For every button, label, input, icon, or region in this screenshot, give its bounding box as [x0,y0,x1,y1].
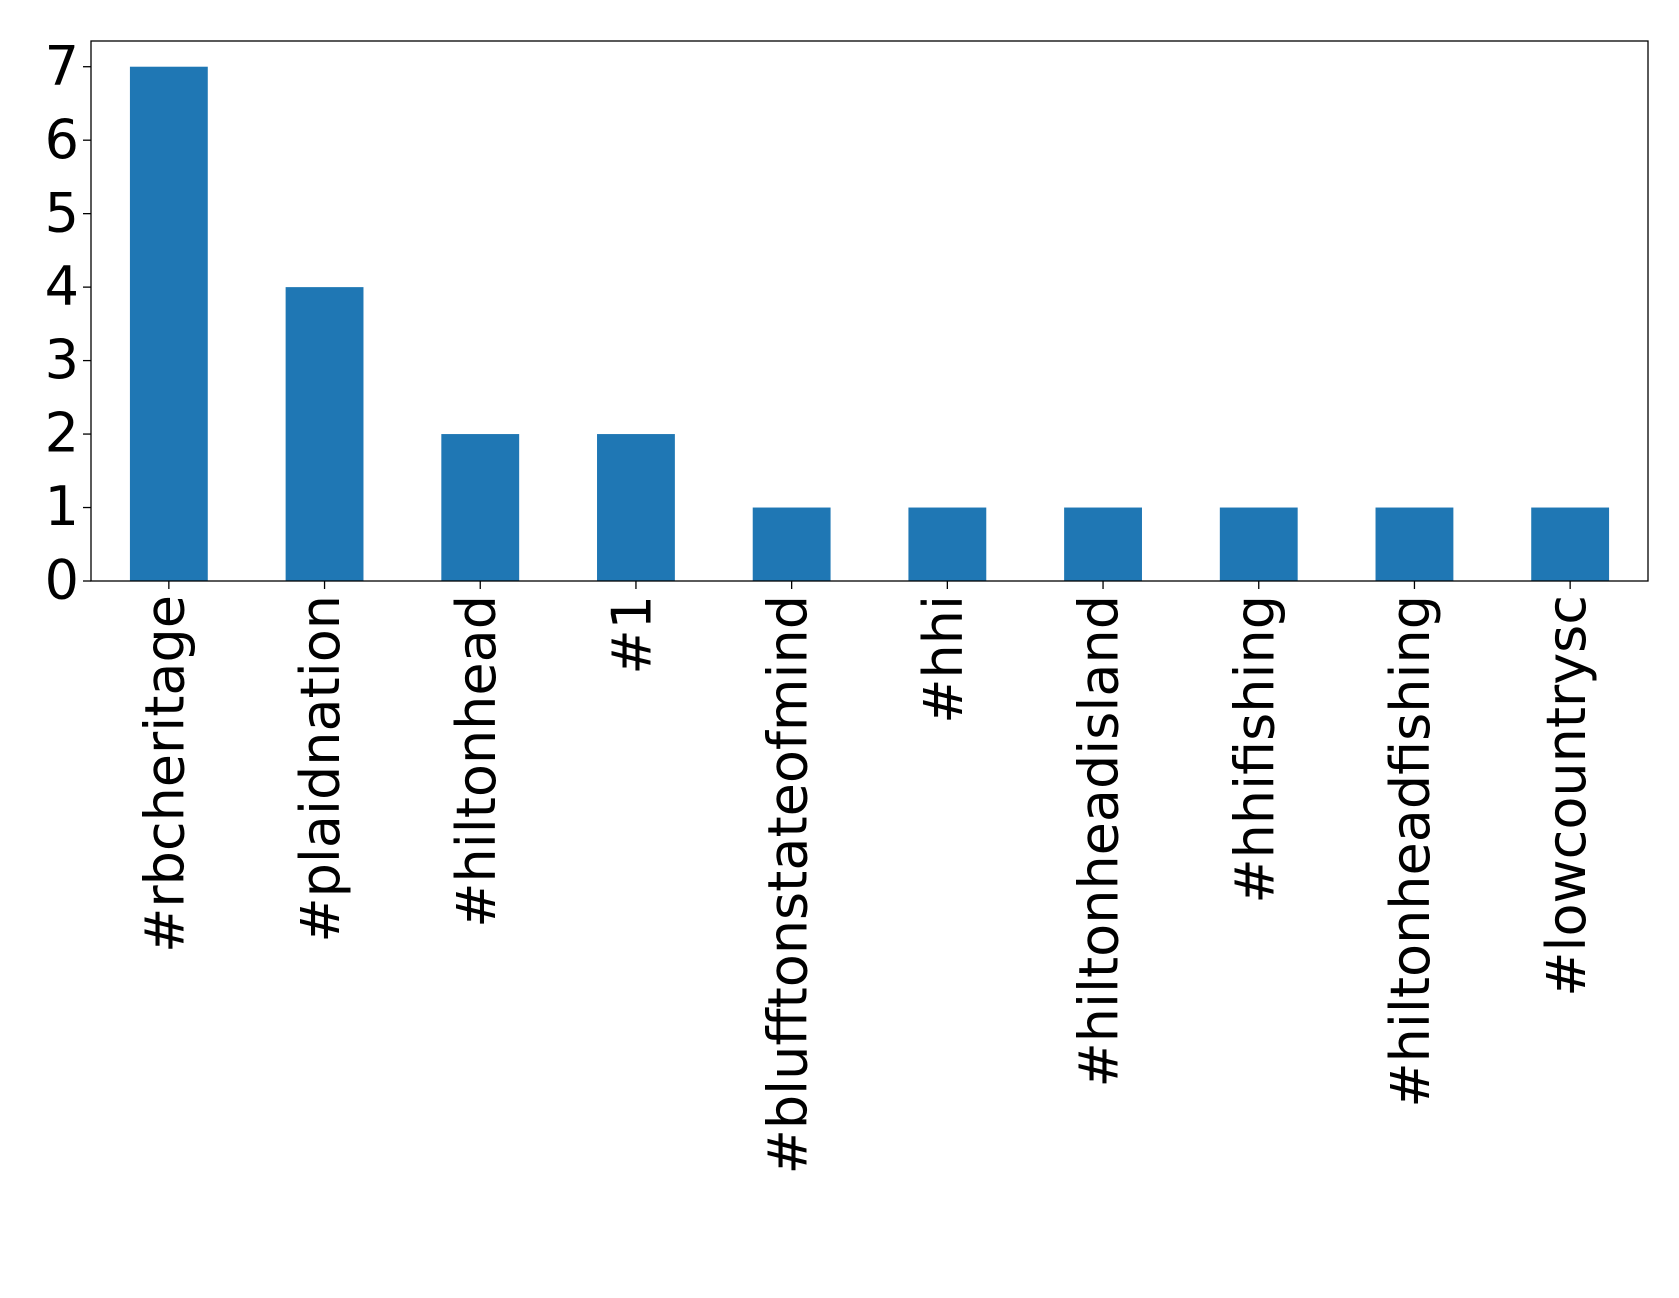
bar [285,287,364,581]
bar [1064,507,1142,581]
x-tick-label: #rbcheritage [133,595,196,953]
x-tick-label: #lowcountrysc [1535,595,1598,997]
bar [752,507,831,581]
bar [1375,507,1454,581]
y-tick-label: 5 [45,181,79,244]
bar [129,66,208,581]
y-tick-label: 7 [45,34,79,97]
bar [441,434,520,581]
x-tick-label: #hhi [912,595,975,724]
y-tick-label: 3 [45,328,79,391]
y-tick-label: 6 [45,108,79,171]
y-tick-label: 1 [45,475,79,538]
x-tick-label: #1 [601,595,664,675]
x-tick-label: #hiltonhead [445,595,508,928]
plot-frame [90,40,1649,582]
x-tick-label: #hiltonheadisland [1068,595,1131,1087]
x-tick-label: #plaidnation [289,595,352,943]
x-tick-label: #blufftonstateofmind [756,595,819,1174]
y-tick-label: 2 [45,402,79,465]
x-tick-label: #hiltonheadfishing [1379,595,1442,1108]
bar [597,434,675,581]
bar [1531,507,1610,581]
y-tick-label: 4 [45,255,79,318]
bar [908,507,987,581]
y-tick-label: 0 [45,549,79,612]
x-tick-label: #hhifishing [1223,595,1286,904]
bar [1219,507,1298,581]
